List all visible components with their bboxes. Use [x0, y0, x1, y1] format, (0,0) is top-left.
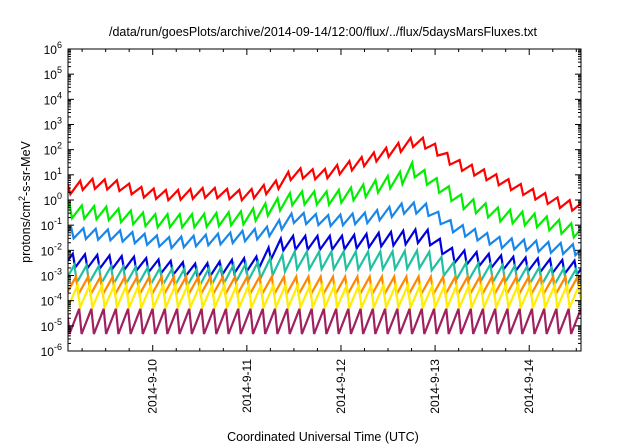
- series-line-4: [68, 226, 581, 281]
- x-tick-label: 2014-9-11: [240, 359, 254, 413]
- y-tick-label: 10-6: [41, 342, 62, 359]
- x-axis-label: Coordinated Universal Time (UTC): [227, 430, 419, 444]
- y-tick-label: 103: [44, 116, 62, 133]
- series-line-8: [68, 308, 581, 335]
- series-line-1: [68, 135, 581, 213]
- series-line-7: [68, 280, 581, 312]
- y-tick-label: 10-2: [41, 241, 62, 258]
- chart-title: /data/run/goesPlots/archive/2014-09-14/1…: [109, 25, 538, 39]
- series-layer: [68, 135, 581, 335]
- y-tick-label: 101: [44, 166, 62, 183]
- y-tick-label: 10-4: [41, 292, 62, 309]
- y-axis-label-base: protons/cm: [19, 201, 33, 263]
- series-line-6: [68, 273, 581, 298]
- series-line-3: [68, 200, 581, 258]
- x-tick-label: 2014-9-10: [146, 359, 160, 414]
- series-line-5: [68, 247, 581, 291]
- y-axis-label-sup: 2: [17, 196, 27, 201]
- y-tick-label: 105: [44, 65, 62, 82]
- x-tick-label: 2014-9-14: [522, 359, 536, 414]
- y-tick-label: 100: [44, 191, 62, 208]
- y-tick-label: 104: [44, 90, 62, 107]
- y-tick-label: 10-5: [41, 317, 62, 334]
- y-axis-label: protons/cm2-s-sr-MeV: [17, 140, 33, 262]
- y-tick-label: 10-1: [41, 216, 62, 233]
- axis-layer: 10-6 10-5 10-4 10-3 10-2 10-1 100 101 102 103 104 1…: [41, 40, 581, 414]
- x-tick-label: 2014-9-13: [428, 359, 442, 414]
- series-line-2: [68, 159, 581, 240]
- y-axis-label-rest: -s-sr-MeV: [19, 140, 33, 196]
- y-tick-label: 10-3: [41, 267, 62, 284]
- y-tick-label: 102: [44, 141, 62, 158]
- plot-frame: [67, 48, 582, 352]
- y-tick-label: 106: [44, 40, 62, 57]
- x-tick-label: 2014-9-12: [334, 359, 348, 414]
